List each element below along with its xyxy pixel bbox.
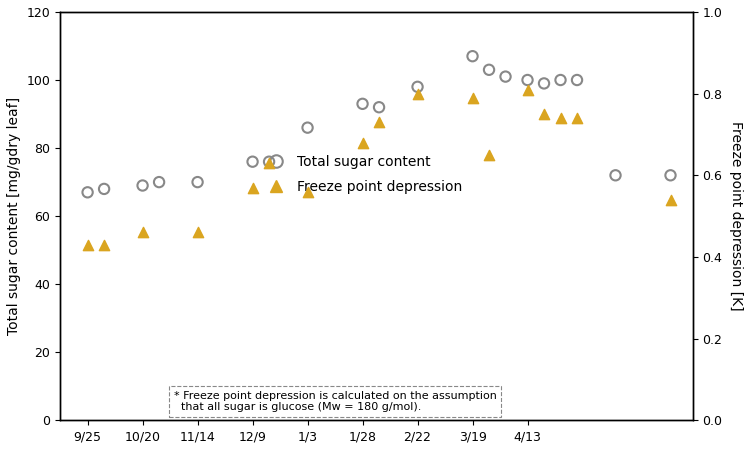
Point bbox=[263, 159, 275, 166]
Point bbox=[521, 86, 533, 93]
Point bbox=[356, 100, 368, 108]
Point bbox=[412, 83, 424, 90]
Point bbox=[373, 119, 385, 126]
Point bbox=[571, 115, 583, 122]
Point bbox=[82, 241, 94, 248]
Point bbox=[466, 94, 478, 101]
Point bbox=[571, 76, 583, 84]
Point bbox=[664, 196, 676, 203]
Text: * Freeze point depression is calculated on the assumption
  that all sugar is gl: * Freeze point depression is calculated … bbox=[174, 391, 497, 412]
Point bbox=[263, 158, 275, 165]
Point bbox=[521, 76, 533, 84]
Point bbox=[500, 73, 512, 80]
Point bbox=[136, 229, 148, 236]
Point bbox=[82, 189, 94, 196]
Point bbox=[191, 179, 203, 186]
Legend: Total sugar content, Freeze point depression: Total sugar content, Freeze point depres… bbox=[256, 149, 468, 200]
Point bbox=[247, 184, 259, 191]
Point bbox=[98, 185, 110, 193]
Point bbox=[466, 53, 478, 60]
Point bbox=[412, 90, 424, 97]
Point bbox=[554, 76, 566, 84]
Point bbox=[356, 139, 368, 146]
Point bbox=[610, 172, 622, 179]
Point bbox=[98, 241, 110, 248]
Point bbox=[153, 179, 165, 186]
Y-axis label: Freeze point depression [K]: Freeze point depression [K] bbox=[729, 122, 743, 311]
Point bbox=[554, 115, 566, 122]
Y-axis label: Total sugar content [mg/gdry leaf]: Total sugar content [mg/gdry leaf] bbox=[7, 97, 21, 335]
Point bbox=[191, 229, 203, 236]
Point bbox=[302, 188, 313, 195]
Point bbox=[373, 104, 385, 111]
Point bbox=[483, 151, 495, 158]
Point bbox=[136, 182, 148, 189]
Point bbox=[483, 66, 495, 73]
Point bbox=[538, 110, 550, 117]
Point bbox=[302, 124, 313, 131]
Point bbox=[538, 80, 550, 87]
Point bbox=[664, 172, 676, 179]
Point bbox=[247, 158, 259, 165]
